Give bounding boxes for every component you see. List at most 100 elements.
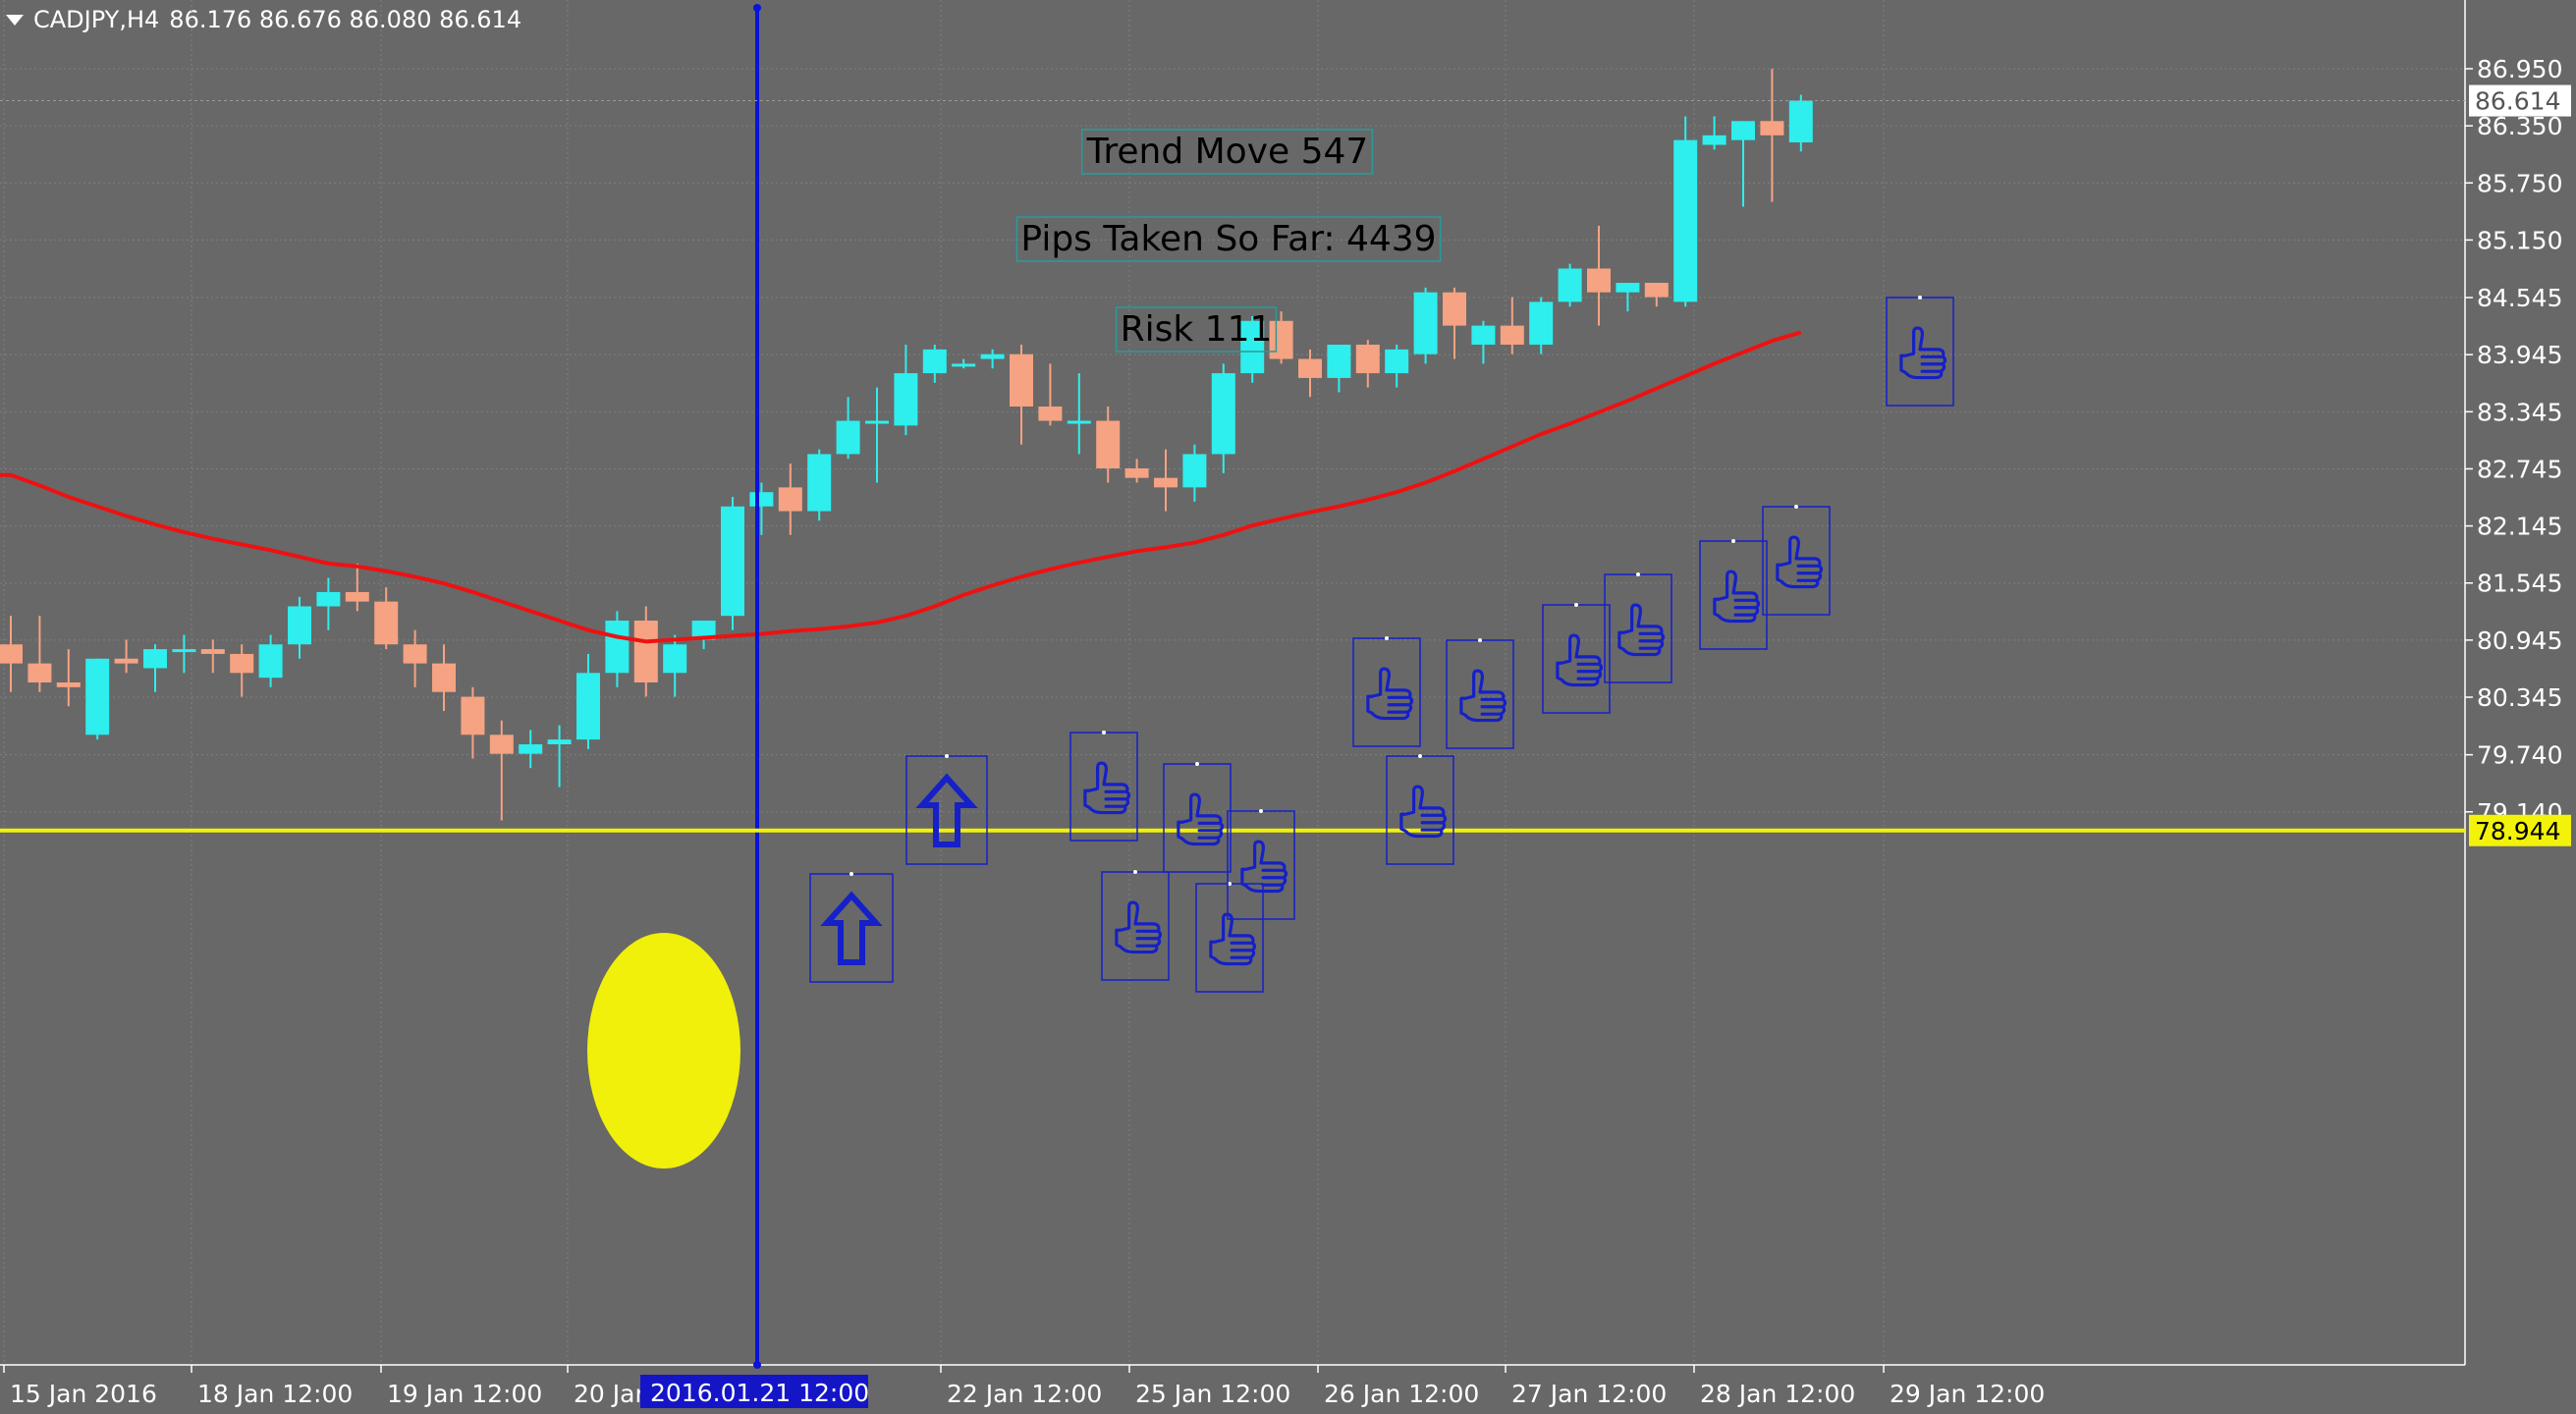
risk-label-text: Risk 111	[1121, 309, 1273, 350]
signals	[809, 296, 1954, 993]
thumbs-up-path	[1209, 912, 1257, 966]
candle-bull	[691, 621, 716, 640]
candle-bear	[778, 487, 802, 512]
candle-bull	[1529, 301, 1554, 346]
candle-bear	[56, 682, 81, 687]
signal-anchor-dot	[1478, 638, 1482, 642]
candle-bear	[1443, 292, 1466, 326]
trend-move-label-box	[1080, 129, 1374, 175]
signal-anchor-dot	[1418, 754, 1422, 758]
candle-bear	[114, 658, 138, 664]
grid	[0, 0, 2465, 1365]
candle-bear	[0, 644, 23, 664]
thumbs-up-finger-lines	[1480, 697, 1505, 716]
thumbs-up-finger-lines	[1733, 598, 1758, 617]
thumbs-up-signal	[1101, 870, 1170, 981]
price-tick-label: 84.545	[2477, 284, 2562, 312]
thumbs-up-icon	[1083, 761, 1131, 815]
price-tick-label: 86.350	[2477, 112, 2562, 140]
thumbs-up-path	[1776, 535, 1824, 589]
candle-bull	[1673, 139, 1698, 302]
candle-bear	[403, 644, 427, 664]
candle-bear	[1154, 477, 1178, 488]
thumbs-up-finger-lines	[1638, 631, 1663, 650]
price-tick-label: 83.345	[2477, 398, 2562, 426]
candle-bull	[749, 492, 774, 507]
up-arrow-icon	[820, 891, 883, 965]
candle-bear	[1760, 121, 1784, 136]
price-tick-label: 81.545	[2477, 570, 2562, 598]
thumbs-up-icon	[1209, 912, 1257, 966]
candle-bear	[230, 653, 254, 674]
signal-anchor-dot	[1918, 296, 1922, 299]
candle-bull	[1327, 345, 1351, 378]
candle-bear	[200, 649, 225, 654]
candle-bear	[633, 621, 658, 683]
thumbs-up-finger-lines	[1230, 941, 1254, 959]
thumbs-up-path	[1366, 667, 1414, 721]
candle-bull	[865, 420, 889, 424]
risk-label-box	[1115, 306, 1278, 353]
thumbs-up-icon	[1899, 326, 1947, 380]
thumbs-up-icon	[1115, 900, 1163, 954]
up-arrow-signal	[905, 754, 988, 865]
candle-bull	[85, 658, 110, 735]
candle-bull	[807, 454, 832, 512]
candle-bull	[1788, 100, 1813, 143]
candle-bear	[1038, 406, 1063, 421]
dropdown-arrow-icon[interactable]	[6, 14, 24, 26]
thumbs-up-path	[1459, 669, 1507, 723]
thumbs-up-signal	[1227, 809, 1295, 920]
thumbs-up-path	[1177, 792, 1225, 846]
risk-label: Risk 111	[1115, 306, 1278, 353]
price-tick-label: 85.750	[2477, 169, 2562, 197]
candle-bull	[288, 606, 311, 645]
thumbs-up-signal	[1069, 731, 1138, 842]
thumbs-up-icon	[1240, 840, 1288, 894]
time-marker-tag	[640, 1375, 868, 1408]
time-marker-handle	[753, 4, 761, 12]
signal-box	[809, 873, 894, 983]
thumbs-up-path	[1115, 900, 1163, 954]
thumbs-up-finger-lines	[1576, 662, 1601, 680]
candle-bull	[1702, 135, 1726, 145]
thumbs-up-signal	[1163, 762, 1232, 873]
thumbs-up-icon	[1366, 667, 1414, 721]
pips-taken-label: Pips Taken So Far: 4439	[1015, 216, 1442, 262]
time-tick-label: 18 Jan 12:00	[197, 1380, 353, 1408]
thumbs-up-icon	[1459, 669, 1507, 723]
candle-bull	[519, 743, 543, 754]
thumbs-up-path	[1399, 785, 1448, 839]
candle-bull	[172, 649, 196, 653]
thumbs-up-signal	[1762, 505, 1831, 616]
price-tick-label: 79.740	[2477, 741, 2562, 770]
candle-bull	[1731, 121, 1755, 140]
price-tick-label: 85.150	[2477, 226, 2562, 254]
thumbs-up-signal	[1352, 636, 1421, 747]
up-arrow-icon	[915, 773, 978, 847]
thumbs-up-icon	[1177, 792, 1225, 846]
candle-bull	[952, 363, 976, 367]
time-marker-handle	[753, 1361, 761, 1369]
up-arrow-signal	[809, 872, 894, 983]
thumbs-up-finger-lines	[1420, 813, 1445, 832]
thumbs-up-signal	[1604, 572, 1672, 683]
time-tick-label: 25 Jan 12:00	[1135, 1380, 1290, 1408]
time-tick-label: 26 Jan 12:00	[1324, 1380, 1479, 1408]
current-price-tag	[2469, 84, 2571, 117]
time-tick-label: 15 Jan 2016	[10, 1380, 157, 1408]
candle-bull	[576, 673, 600, 740]
thumbs-up-path	[1899, 326, 1947, 380]
symbol-header: CADJPY,H4 86.176 86.676 86.080 86.614	[6, 6, 521, 33]
price-tick-label: 83.945	[2477, 341, 2562, 369]
candle-bull	[922, 349, 947, 374]
candle-bear	[1355, 345, 1380, 374]
signal-anchor-dot	[1133, 870, 1137, 874]
candle-bull	[143, 649, 167, 669]
symbol-name: CADJPY,H4	[33, 6, 160, 33]
candle-bull	[547, 739, 572, 744]
thumbs-up-signal	[1195, 882, 1264, 993]
signal-anchor-dot	[1195, 762, 1199, 766]
candles	[0, 69, 1813, 821]
